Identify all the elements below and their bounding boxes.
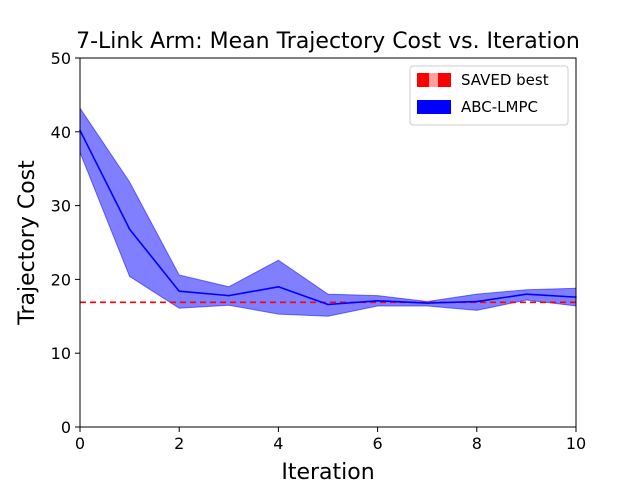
abc-lmpc-mean-segment — [327, 300, 379, 306]
x-tick-label: 8 — [472, 434, 482, 453]
y-axis-label: Trajectory Cost — [15, 160, 40, 326]
x-tick-label: 2 — [174, 434, 184, 453]
abc-lmpc-mean-segment — [277, 285, 329, 306]
x-tick-label: 4 — [273, 434, 283, 453]
legend-swatch-saved-best-gap — [429, 73, 438, 87]
abc-lmpc-mean-segment — [79, 129, 131, 231]
y-tick-label: 10 — [51, 344, 71, 363]
abc-lmpc-mean-segment — [228, 285, 280, 297]
abc-lmpc-confidence-band — [79, 106, 577, 317]
legend-label-saved-best: SAVED best — [461, 71, 549, 89]
chart-title: 7-Link Arm: Mean Trajectory Cost vs. Ite… — [76, 29, 580, 54]
x-tick-label: 10 — [566, 434, 586, 453]
x-tick-label: 6 — [373, 434, 383, 453]
y-tick-label: 30 — [51, 197, 71, 216]
y-tick-label: 50 — [51, 49, 71, 68]
abc-lmpc-mean-segment — [475, 293, 528, 303]
y-tick-label: 20 — [51, 270, 71, 289]
abc-lmpc-mean-segment — [178, 290, 230, 297]
abc-lmpc-mean-segment — [525, 293, 577, 298]
legend: SAVED best ABC-LMPC — [409, 65, 569, 126]
abc-lmpc-mean-segment — [376, 300, 429, 304]
legend-swatch-abc-lmpc — [417, 100, 451, 114]
plot-frame — [79, 57, 577, 428]
abc-lmpc-mean-segment — [128, 228, 180, 293]
x-axis-ticks: 0 2 4 6 8 10 — [75, 427, 586, 453]
x-tick-label: 0 — [75, 434, 85, 453]
y-tick-label: 0 — [61, 418, 71, 437]
legend-label-abc-lmpc: ABC-LMPC — [461, 98, 538, 116]
plot-area — [79, 106, 577, 317]
abc-lmpc-mean-segment — [426, 300, 478, 304]
y-tick-label: 40 — [51, 123, 71, 142]
x-axis-label: Iteration — [281, 460, 374, 480]
y-axis-ticks: 0 10 20 30 40 50 — [51, 49, 80, 437]
